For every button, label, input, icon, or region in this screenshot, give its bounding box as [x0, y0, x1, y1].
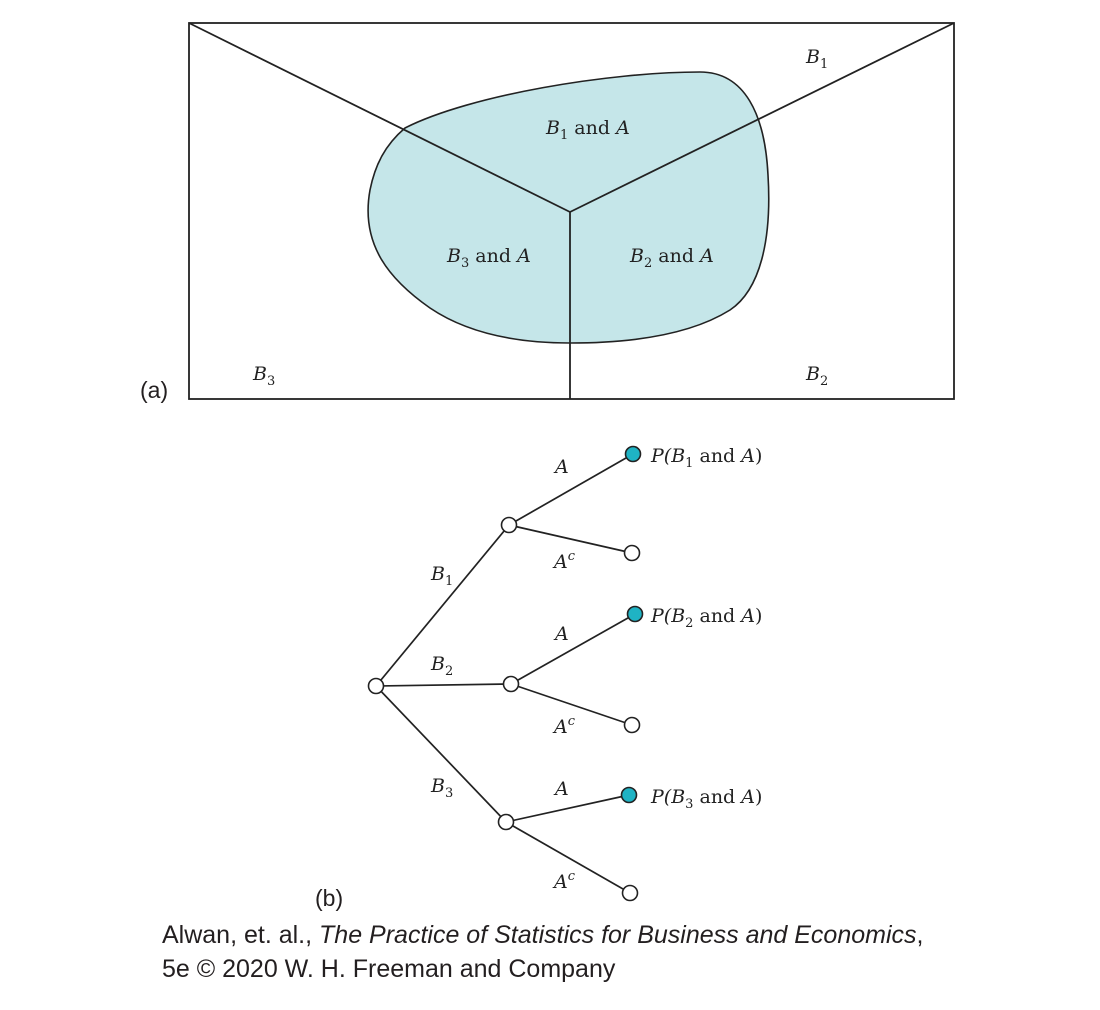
intersection-label-b2-a: B2 and A: [629, 245, 714, 271]
outcome-node-b2-ac: [623, 716, 641, 734]
outcome-label-p-b3-a: P(B3 and A): [650, 786, 762, 812]
event-a-region: [367, 71, 770, 344]
outcome-node-b3-ac: [621, 884, 639, 902]
branch-label-b3: B3: [430, 775, 453, 801]
outcome-node-b3-a: [620, 786, 638, 804]
credit-line: Alwan, et. al., The Practice of Statisti…: [162, 918, 923, 986]
panel-b-label: (b): [315, 885, 343, 911]
credit-edition: 5e © 2020 W. H. Freeman and Company: [162, 955, 616, 983]
outcome-label-p-b2-a: P(B2 and A): [650, 605, 762, 631]
outcome-node-b2-a: [626, 605, 644, 623]
edge-b2-ac: [510, 683, 633, 726]
panel-a-label: (a): [140, 377, 168, 403]
branch-label-b1-ac: Ac: [552, 549, 576, 573]
outcome-node-b1-ac: [623, 544, 641, 562]
branch-label-b1-a: A: [553, 456, 569, 478]
edge-b3-ac: [505, 821, 631, 894]
edge-b1-a: [508, 453, 634, 526]
region-label-b1: B1: [805, 46, 828, 72]
branch-label-b2: B2: [430, 653, 453, 679]
node-b2: [502, 675, 520, 693]
panel-b: B1 B2 B3 A Ac A Ac A Ac P(B1 and A) P(B2…: [315, 445, 762, 911]
branch-label-b3-a: A: [553, 778, 569, 800]
credit-after-title: ,: [916, 921, 924, 949]
partition-line-upper-left: [188, 22, 571, 213]
edge-root-b3: [375, 685, 507, 823]
root-node: [367, 677, 385, 695]
region-label-b2: B2: [805, 363, 828, 389]
branch-label-b3-ac: Ac: [552, 869, 576, 893]
edge-b1-ac: [508, 524, 633, 554]
region-label-b3: B3: [252, 363, 275, 389]
panel-a: B1 B2 B3 B1 and A B2 and A B3 and A (a): [140, 22, 955, 403]
partition-line-upper-right: [569, 22, 955, 213]
sample-space-rectangle: [188, 22, 955, 400]
edge-b2-a: [510, 613, 636, 685]
branch-label-b2-a: A: [553, 623, 569, 645]
node-b1: [500, 516, 518, 534]
branch-label-b1: B1: [430, 563, 453, 589]
intersection-label-b1-a: B1 and A: [545, 117, 630, 143]
node-b3: [497, 813, 515, 831]
edge-b3-a: [505, 794, 630, 823]
intersection-label-b3-a: B3 and A: [446, 245, 531, 271]
outcome-node-b1-a: [624, 445, 642, 463]
branch-label-b2-ac: Ac: [552, 714, 576, 738]
outcome-label-p-b1-a: P(B1 and A): [650, 445, 762, 471]
credit-book-title: The Practice of Statistics for Business …: [319, 921, 917, 949]
edge-root-b1: [375, 524, 510, 687]
credit-authors: Alwan, et. al.,: [162, 921, 320, 949]
edge-root-b2: [375, 683, 512, 687]
